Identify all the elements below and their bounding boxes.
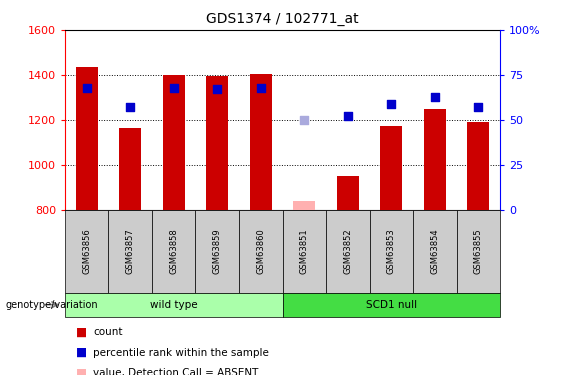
Bar [467, 122, 489, 210]
Bar [239, 210, 282, 292]
Text: ■: ■ [76, 367, 88, 375]
Text: GSM63860: GSM63860 [257, 228, 265, 274]
Text: GSM63858: GSM63858 [170, 228, 178, 274]
Bar [65, 292, 282, 317]
Bar [370, 210, 413, 292]
Text: GSM63854: GSM63854 [431, 228, 439, 274]
Title: GDS1374 / 102771_at: GDS1374 / 102771_at [206, 12, 359, 26]
Bar [195, 210, 239, 292]
Point [299, 117, 308, 123]
Text: percentile rank within the sample: percentile rank within the sample [93, 348, 269, 357]
Text: wild type: wild type [150, 300, 198, 310]
Bar [119, 128, 141, 210]
Bar [293, 201, 315, 210]
Text: ■: ■ [76, 326, 88, 338]
Text: GSM63851: GSM63851 [300, 228, 308, 274]
Text: ■: ■ [76, 346, 88, 359]
Bar [206, 76, 228, 210]
Bar [380, 126, 402, 210]
Point [257, 85, 266, 91]
Bar [108, 210, 152, 292]
Bar [457, 210, 500, 292]
Text: value, Detection Call = ABSENT: value, Detection Call = ABSENT [93, 368, 259, 375]
Bar [326, 210, 370, 292]
Bar [250, 74, 272, 210]
Point [386, 101, 396, 107]
Text: GSM63855: GSM63855 [474, 228, 483, 274]
Bar [282, 210, 326, 292]
Text: GSM63856: GSM63856 [82, 228, 91, 274]
Text: GSM63859: GSM63859 [213, 228, 221, 274]
Bar [282, 292, 500, 317]
Bar [76, 67, 98, 210]
Point [212, 86, 221, 92]
Point [343, 113, 353, 119]
Text: GSM63852: GSM63852 [344, 228, 352, 274]
Point [473, 104, 483, 110]
Text: GSM63857: GSM63857 [126, 228, 134, 274]
Bar [163, 75, 185, 210]
Text: count: count [93, 327, 123, 337]
Bar [424, 109, 446, 210]
Text: GSM63853: GSM63853 [387, 228, 396, 274]
Bar [65, 210, 108, 292]
Point [170, 85, 179, 91]
Text: SCD1 null: SCD1 null [366, 300, 417, 310]
Bar [152, 210, 195, 292]
Point [126, 104, 135, 110]
Point [82, 85, 92, 91]
Point [431, 94, 440, 100]
Bar [337, 176, 359, 210]
Bar [413, 210, 457, 292]
Text: genotype/variation: genotype/variation [6, 300, 98, 310]
